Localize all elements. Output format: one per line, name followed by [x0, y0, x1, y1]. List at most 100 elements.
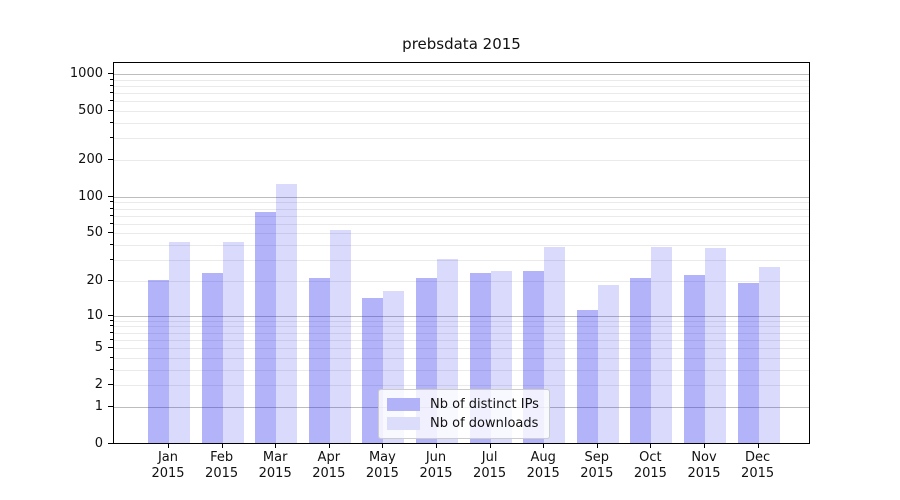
- x-tick-label-nov: Nov 2015: [687, 450, 721, 481]
- x-tick-label-dec: Dec 2015: [741, 450, 775, 481]
- y-tick-minor: [110, 368, 113, 370]
- x-tick: [489, 444, 491, 448]
- y-tick-minor: [110, 92, 113, 94]
- y-tick-label: 100: [78, 188, 103, 204]
- gridline-minor: [114, 245, 809, 247]
- y-tick-label: 200: [78, 152, 103, 168]
- x-tick-label-apr: Apr 2015: [312, 450, 346, 481]
- y-tick-minor: [110, 244, 113, 246]
- x-tick-label-jan: Jan 2015: [151, 450, 185, 481]
- bar-distinct-ips-mar: [255, 211, 277, 443]
- x-tick: [704, 444, 705, 448]
- gridline-minor: [114, 369, 809, 371]
- bar-downloads-oct: [651, 246, 673, 443]
- bar-distinct-ips-nov: [684, 275, 705, 443]
- x-tick: [275, 444, 277, 448]
- gridline-minor: [114, 326, 809, 328]
- legend-label-downloads: Nb of downloads: [430, 416, 539, 431]
- y-tick-minor: [110, 110, 113, 112]
- y-tick-minor: [110, 207, 113, 209]
- gridline-minor: [114, 93, 809, 95]
- bar-downloads-mar: [276, 184, 298, 443]
- gridline-minor: [114, 339, 809, 341]
- gridline-minor: [114, 320, 809, 322]
- legend-swatch-downloads: [387, 417, 420, 430]
- bar-distinct-ips-apr: [308, 277, 330, 443]
- y-tick: [108, 195, 113, 197]
- y-tick-minor: [110, 325, 113, 327]
- bar-distinct-ips-feb: [201, 272, 223, 443]
- y-tick-minor: [110, 159, 113, 161]
- y-tick-minor: [110, 259, 113, 261]
- x-tick-label-may: May 2015: [365, 450, 399, 481]
- y-tick-label: 2: [94, 377, 103, 393]
- x-tick: [221, 444, 223, 448]
- gridline-minor: [114, 86, 809, 87]
- bar-distinct-ips-jan: [148, 280, 169, 443]
- gridline-minor: [114, 223, 809, 225]
- gridline-minor: [114, 160, 809, 162]
- legend: Nb of distinct IPs Nb of downloads: [378, 389, 550, 439]
- plot-area: [113, 62, 810, 444]
- y-tick-minor: [110, 222, 113, 224]
- gridline-minor: [114, 123, 809, 125]
- chart-title: prebsdata 2015: [402, 35, 521, 53]
- gridline-minor: [114, 385, 809, 387]
- y-tick: [108, 73, 113, 75]
- bar-downloads-feb: [222, 241, 244, 443]
- x-tick: [543, 444, 545, 448]
- gridline-major: [114, 196, 809, 198]
- bar-distinct-ips-oct: [630, 277, 652, 443]
- bar-downloads-jan: [169, 241, 190, 443]
- y-tick-label: 500: [78, 103, 103, 119]
- y-tick-minor: [110, 279, 113, 281]
- y-tick-minor: [110, 347, 113, 349]
- legend-swatch-distinct-ips: [387, 398, 420, 411]
- x-tick: [436, 444, 437, 448]
- x-tick-label-jul: Jul 2015: [473, 450, 507, 481]
- y-tick-minor: [110, 356, 113, 358]
- x-tick-label-jun: Jun 2015: [419, 450, 453, 481]
- gridline-major: [114, 315, 809, 317]
- y-tick-minor: [110, 331, 113, 333]
- bar-downloads-sep: [597, 285, 619, 443]
- y-tick-label: 10: [86, 307, 103, 323]
- y-tick-minor: [110, 338, 113, 340]
- y-tick-minor: [110, 319, 113, 321]
- x-tick-label-feb: Feb 2015: [205, 450, 239, 481]
- gridline-minor: [114, 208, 809, 210]
- gridline-minor: [114, 79, 809, 81]
- x-tick-label-sep: Sep 2015: [580, 450, 614, 481]
- x-tick-label-mar: Mar 2015: [258, 450, 292, 481]
- y-tick: [108, 443, 113, 444]
- y-tick-label: 1000: [69, 66, 103, 82]
- y-tick-minor: [110, 201, 113, 203]
- y-tick-minor: [110, 100, 113, 102]
- y-tick: [108, 405, 113, 407]
- gridline-minor: [114, 101, 809, 103]
- gridline-minor: [114, 233, 809, 235]
- gridline-minor: [114, 357, 809, 359]
- gridline-minor: [114, 348, 809, 350]
- bar-downloads-nov: [705, 248, 726, 443]
- x-tick: [328, 444, 330, 448]
- x-tick: [596, 444, 598, 448]
- y-tick-label: 0: [94, 436, 103, 451]
- y-tick-label: 5: [94, 340, 103, 356]
- y-tick-minor: [110, 122, 113, 124]
- gridline-minor: [114, 280, 809, 282]
- y-tick-minor: [110, 232, 113, 234]
- y-tick: [108, 314, 113, 316]
- bar-downloads-apr: [329, 230, 351, 443]
- y-tick-minor: [110, 384, 113, 386]
- y-tick-label: 20: [86, 272, 103, 288]
- gridline-minor: [114, 260, 809, 262]
- gridline-minor: [114, 332, 809, 334]
- x-tick-label-oct: Oct 2015: [633, 450, 667, 481]
- gridline-minor: [114, 215, 809, 217]
- y-tick-label: 1: [94, 398, 103, 414]
- y-tick-label: 50: [86, 225, 103, 241]
- legend-item-distinct-ips: Nb of distinct IPs: [387, 395, 539, 414]
- y-tick-minor: [110, 85, 113, 86]
- x-tick: [382, 444, 384, 448]
